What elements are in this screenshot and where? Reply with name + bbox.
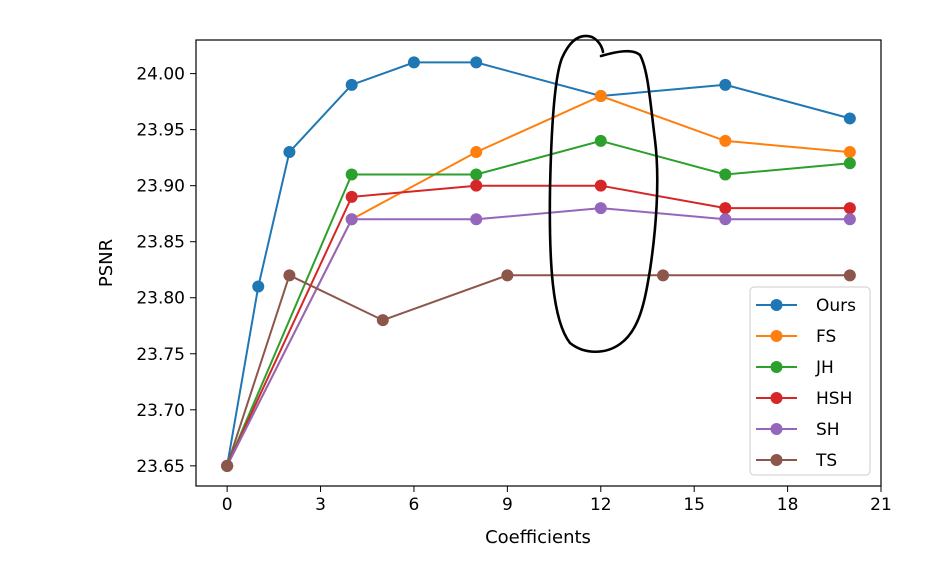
series-layer <box>221 56 856 472</box>
legend-label: HSH <box>816 389 852 409</box>
x-tick-label: 6 <box>409 495 420 515</box>
data-point <box>470 213 483 226</box>
legend-item: JH <box>756 358 834 378</box>
legend-label: TS <box>815 451 837 471</box>
series-ts <box>221 269 856 472</box>
x-tick-label: 18 <box>777 495 799 515</box>
data-point <box>594 179 607 192</box>
data-point <box>843 202 856 215</box>
data-point <box>345 78 358 91</box>
y-axis: 23.65 23.70 23.75 23.80 23.85 23.90 23.95 24.00 <box>136 65 196 477</box>
data-point <box>594 134 607 147</box>
data-point <box>594 202 607 215</box>
data-point <box>407 56 420 69</box>
data-point <box>843 269 856 282</box>
legend-item: Ours <box>756 296 856 316</box>
data-point <box>376 314 389 327</box>
y-tick-label: 23.65 <box>136 457 185 477</box>
data-point <box>843 213 856 226</box>
legend-marker <box>770 392 783 404</box>
x-tick-label: 0 <box>222 495 233 515</box>
data-point <box>719 213 732 226</box>
data-point <box>470 179 483 192</box>
legend-label: Ours <box>816 296 856 316</box>
x-tick-label: 21 <box>870 495 892 515</box>
data-point <box>843 112 856 125</box>
data-point <box>345 190 358 203</box>
data-point <box>345 168 358 181</box>
data-point <box>470 168 483 181</box>
data-point <box>594 90 607 103</box>
data-point <box>221 459 234 472</box>
data-point <box>657 269 670 282</box>
data-point <box>470 146 483 159</box>
y-tick-label: 24.00 <box>136 65 185 85</box>
data-point <box>719 202 732 215</box>
legend-label: SH <box>816 420 840 440</box>
data-point <box>501 269 514 282</box>
legend-marker <box>770 361 783 373</box>
legend-item: FS <box>756 327 836 347</box>
data-point <box>283 269 296 282</box>
data-point <box>470 56 483 69</box>
data-point <box>719 134 732 147</box>
series-line <box>226 184 850 467</box>
data-point <box>345 213 358 226</box>
y-tick-label: 23.85 <box>136 233 185 253</box>
data-point <box>719 78 732 91</box>
y-tick-label: 23.70 <box>136 401 185 421</box>
legend-item: TS <box>756 451 837 471</box>
y-tick-label: 23.75 <box>136 345 185 365</box>
data-point <box>252 280 265 293</box>
legend: Ours FS JH HSH SH TS <box>749 286 871 476</box>
data-point <box>843 146 856 159</box>
series-line <box>226 139 850 467</box>
y-tick-label: 23.90 <box>136 177 185 197</box>
series-line <box>226 207 850 467</box>
x-tick-label: 3 <box>315 495 326 515</box>
x-tick-label: 12 <box>590 495 612 515</box>
y-tick-label: 23.80 <box>136 289 185 309</box>
hand-drawn-annotation <box>548 34 659 354</box>
legend-item: SH <box>756 420 840 440</box>
series-hsh <box>221 179 856 472</box>
x-tick-label: 9 <box>502 495 513 515</box>
series-line <box>226 273 850 467</box>
x-axis: 0 3 6 9 12 15 18 21 <box>222 486 892 515</box>
data-point <box>843 157 856 170</box>
legend-marker <box>770 454 783 466</box>
legend-label: FS <box>816 327 836 347</box>
y-axis-label: PSNR <box>96 239 117 287</box>
y-tick-label: 23.95 <box>136 121 185 141</box>
legend-marker <box>770 423 783 435</box>
plot-frame <box>195 39 882 487</box>
x-tick-label: 15 <box>683 495 705 515</box>
data-point <box>283 146 296 159</box>
legend-marker <box>770 299 783 311</box>
legend-item: HSH <box>756 389 852 409</box>
x-axis-label: Coefficients <box>485 527 591 548</box>
legend-label: JH <box>815 358 834 378</box>
data-point <box>719 168 732 181</box>
legend-marker <box>770 330 783 342</box>
